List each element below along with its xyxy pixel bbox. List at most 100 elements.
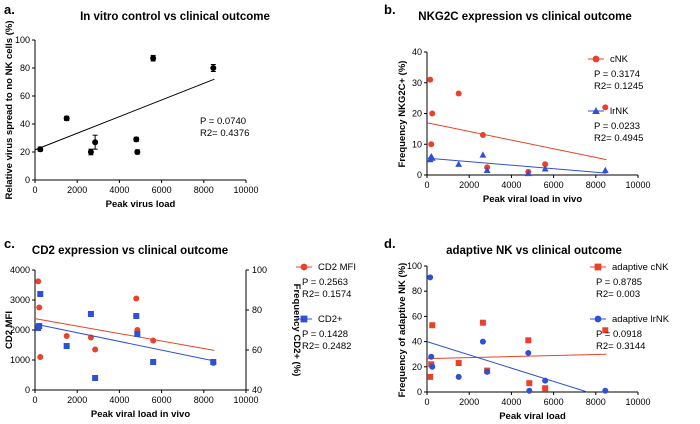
y-tick-label: 0	[25, 385, 30, 395]
stat-text: P = 0.2563	[302, 277, 348, 288]
data-point	[525, 349, 532, 356]
data-point	[479, 338, 486, 345]
panel-label: b.	[384, 2, 396, 17]
x-tick-label: 4000	[501, 180, 521, 190]
regression-line	[426, 157, 607, 174]
y-tick-label: 10	[412, 139, 422, 149]
y-tick-label: 20	[412, 109, 422, 119]
data-point	[37, 354, 44, 360]
data-point	[427, 76, 434, 83]
data-point	[427, 274, 434, 281]
data-point	[542, 385, 549, 392]
data-point	[484, 368, 491, 375]
data-point	[479, 151, 487, 158]
y-tick-label: 20	[412, 362, 422, 372]
data-point	[37, 291, 44, 297]
x-tick-label: 10000	[233, 395, 258, 405]
panel-label: d.	[384, 236, 396, 251]
data-point	[150, 337, 157, 344]
regression-line	[426, 341, 588, 393]
regression-line	[34, 78, 215, 151]
data-point	[479, 132, 486, 139]
y2-tick-label: 80	[252, 305, 262, 315]
y-tick-label: 4000	[10, 265, 30, 275]
y2-axis-label: Frequency CD2+ (%)	[291, 284, 302, 377]
legend-label: adaptive lrNK	[612, 314, 670, 325]
data-point	[455, 160, 463, 167]
stat-text: P = 0.1428	[302, 329, 348, 340]
x-tick-label: 8000	[194, 395, 214, 405]
chart-panel-2: b. NKG2C expression vs clinical outcome 0 2…	[384, 2, 651, 205]
stat-text: R2= 0.2482	[302, 341, 351, 352]
y-tick-label: 3000	[10, 295, 30, 305]
legend-label: adaptive cNK	[612, 262, 669, 273]
y-tick-label: 40	[412, 337, 422, 347]
y-tick-label: 40	[20, 119, 30, 129]
data-point	[92, 375, 99, 381]
y-tick-label: 0	[417, 170, 422, 180]
legend-label: CD2 MFI	[318, 262, 356, 273]
chart-panel-3: c. CD2 expression vs clinical outcome 0 200…	[4, 236, 356, 420]
data-point	[429, 363, 436, 370]
x-tick-label: 10000	[233, 185, 258, 195]
y-tick-label: 40	[412, 47, 422, 57]
x-tick-label: 2000	[459, 397, 479, 407]
data-point	[428, 154, 436, 161]
y-tick-label: 0	[417, 387, 422, 397]
data-point	[602, 327, 609, 334]
stat-text: P = 0.3174	[594, 69, 640, 80]
x-tick-label: 0	[32, 395, 37, 405]
y2-tick-label: 40	[252, 385, 262, 395]
data-point	[526, 387, 533, 394]
legend-label: cNK	[610, 54, 629, 65]
data-point	[483, 166, 491, 173]
data-point	[37, 146, 44, 153]
x-tick-label: 4000	[109, 395, 129, 405]
y-axis-label: Frequency NKG2C+ (%)	[397, 61, 408, 168]
chart-panel-1: a. In vitro control vs clinical outcome 0 2…	[4, 2, 270, 210]
y-axis-label: Frequency of adaptive NK (%)	[397, 263, 408, 398]
data-point	[525, 337, 532, 344]
data-point	[542, 161, 549, 168]
data-point	[429, 322, 436, 329]
data-point	[602, 104, 609, 111]
x-tick-label: 2000	[67, 395, 87, 405]
stat-text: P = 0.0233	[594, 121, 640, 132]
stat-text: R2= 0.4376	[200, 128, 249, 139]
stat-text: P = 0.8785	[596, 277, 642, 288]
x-tick-label: 6000	[152, 395, 172, 405]
data-point	[602, 387, 609, 394]
x-tick-label: 8000	[586, 397, 606, 407]
y2-tick-label: 100	[252, 265, 267, 275]
x-tick-label: 0	[424, 180, 429, 190]
data-point	[63, 333, 70, 339]
data-point	[210, 65, 217, 71]
y-tick-label: 1000	[10, 355, 30, 365]
y-tick-label: 80	[412, 286, 422, 296]
data-point	[133, 313, 140, 319]
stat-text: R2= 0.3144	[596, 341, 645, 352]
data-point	[526, 380, 533, 387]
data-point	[63, 343, 70, 349]
x-axis-label: Peak viral load in vivo	[91, 409, 190, 420]
data-point	[455, 360, 462, 367]
data-point	[524, 169, 532, 177]
regression-line	[34, 323, 215, 362]
x-tick-label: 6000	[544, 397, 564, 407]
stat-text: P = 0.0740	[200, 116, 246, 127]
chart-title: In vitro control vs clinical outcome	[80, 11, 270, 23]
x-tick-label: 2000	[67, 185, 87, 195]
data-point	[150, 359, 157, 365]
data-point	[87, 311, 94, 317]
regression-line	[426, 122, 607, 161]
x-tick-label: 6000	[544, 180, 564, 190]
data-point	[92, 346, 99, 353]
data-point	[36, 304, 43, 311]
y2-tick-label: 60	[252, 345, 262, 355]
chart-title: NKG2C expression vs clinical outcome	[418, 11, 631, 23]
y-tick-label: 2000	[10, 325, 30, 335]
x-tick-label: 6000	[152, 185, 172, 195]
data-point	[427, 373, 434, 380]
x-axis-label: Peak viral load in vivo	[483, 194, 582, 205]
